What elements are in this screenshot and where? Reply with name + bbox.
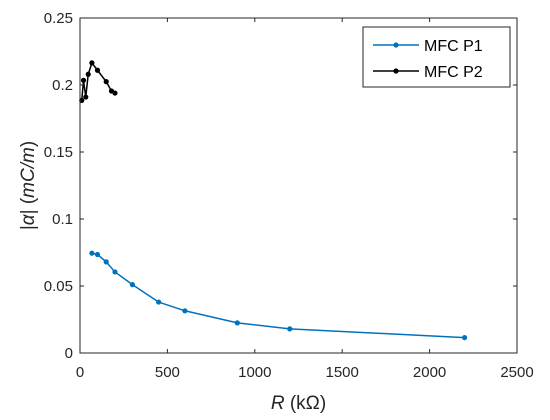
- data-point-series-1: [94, 251, 101, 258]
- y-axis-bar-left: |: [18, 225, 39, 230]
- data-point-series-2: [85, 71, 91, 77]
- y-tick-label: 0.25: [44, 10, 73, 27]
- series-line-1: [91, 252, 465, 339]
- y-axis-variable: α: [18, 213, 39, 225]
- y-tick-label: 0.05: [44, 278, 73, 295]
- y-axis-unit: mC/m: [18, 147, 39, 198]
- x-tick-label: 0: [76, 364, 84, 381]
- y-tick-label: 0: [65, 345, 73, 362]
- data-point-series-2: [89, 60, 95, 66]
- x-axis-unit: (kΩ): [285, 393, 327, 414]
- data-point-series-1: [182, 308, 188, 314]
- data-point-series-1: [461, 334, 468, 341]
- data-point-series-2: [80, 77, 87, 83]
- legend-entry-series-1: MFC P1: [373, 38, 483, 55]
- legend-label-series-2: MFC P2: [424, 64, 483, 81]
- data-point-series-1: [234, 320, 240, 326]
- data-point-series-1: [89, 250, 95, 256]
- data-point-series-1: [287, 326, 293, 332]
- y-axis-bar-right: | (: [18, 197, 39, 214]
- legend-marker-series-2: [393, 68, 399, 74]
- data-point-series-2: [112, 90, 118, 96]
- y-tick-label: 0.2: [52, 77, 73, 94]
- legend-marker-series-1: [393, 42, 399, 48]
- data-point-series-2: [83, 94, 89, 100]
- x-axis-variable: R: [271, 393, 285, 414]
- legend: MFC P1 MFC P2: [362, 26, 511, 88]
- data-point-series-1: [103, 259, 109, 265]
- x-axis-title: R (kΩ): [271, 393, 326, 414]
- x-tick-label: 2500: [500, 364, 533, 381]
- data-point-series-1: [112, 269, 118, 275]
- y-axis-close-paren: ): [18, 141, 39, 147]
- data-point-series-2: [103, 79, 109, 85]
- x-tick-label: 1000: [238, 364, 271, 381]
- plot-frame: [79, 17, 518, 354]
- legend-label-series-1: MFC P1: [424, 38, 483, 55]
- data-point-series-2: [94, 67, 101, 73]
- y-tick-label: 0.1: [52, 211, 73, 228]
- legend-box: [362, 26, 511, 88]
- x-tick-label: 1500: [326, 364, 359, 381]
- y-tick-label: 0.15: [44, 144, 73, 161]
- x-axis: 0 500 1000 1500 2000 2500: [76, 18, 534, 381]
- x-tick-label: 500: [155, 364, 180, 381]
- x-tick-label: 2000: [413, 364, 446, 381]
- data-point-series-1: [129, 282, 136, 288]
- y-axis-title: |α| (mC/m): [18, 141, 39, 230]
- legend-entry-series-2: MFC P2: [373, 64, 483, 81]
- data-point-series-1: [156, 299, 162, 305]
